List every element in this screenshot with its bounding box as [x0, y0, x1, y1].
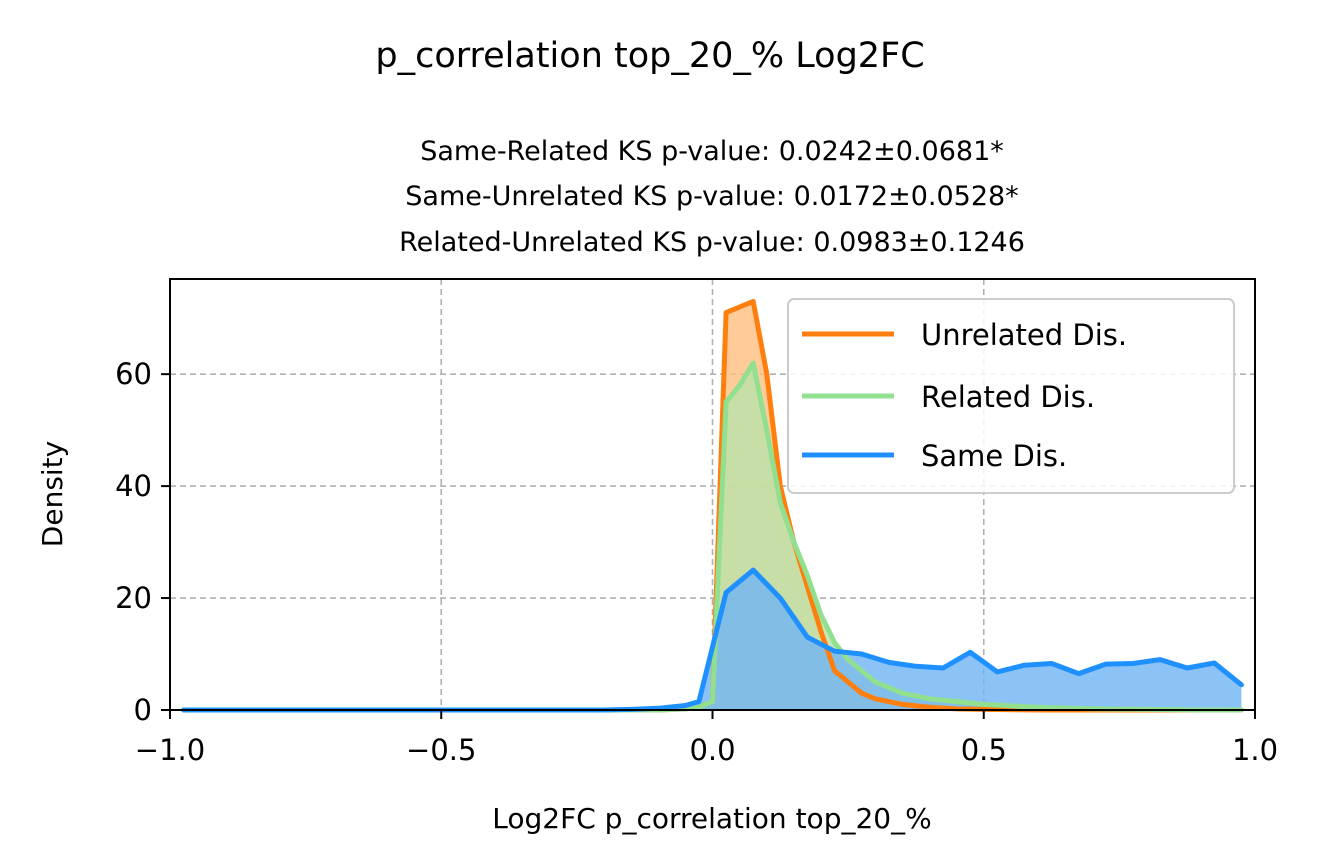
- y-axis-label: Density: [36, 441, 69, 547]
- y-tick-label-1: 20: [115, 581, 152, 615]
- x-tick-label-1: −0.5: [406, 733, 476, 767]
- y-tick-label-3: 60: [115, 357, 152, 391]
- x-axis-label: Log2FC p_correlation top_20_%: [492, 802, 931, 835]
- x-tick-label-2: 0.0: [689, 733, 735, 767]
- x-tick-label-3: 0.5: [961, 733, 1007, 767]
- x-tick-label-4: 1.0: [1232, 733, 1278, 767]
- x-tick-label-0: −1.0: [135, 733, 205, 767]
- legend-label-related: Related Dis.: [921, 380, 1095, 414]
- title-line-2: Same-Unrelated KS p-value: 0.0172±0.0528…: [405, 181, 1018, 212]
- legend-label-unrelated: Unrelated Dis.: [921, 318, 1127, 352]
- line-same-dis: [181, 567, 1244, 713]
- title-line-1: Same-Related KS p-value: 0.0242±0.0681*: [420, 136, 1004, 167]
- legend-label-same: Same Dis.: [921, 439, 1067, 473]
- chart-title: Same-Related KS p-value: 0.0242±0.0681* …: [399, 136, 1025, 258]
- y-tick-label-2: 40: [115, 469, 152, 503]
- legend: Unrelated Dis. Related Dis. Same Dis.: [787, 298, 1235, 494]
- line-related-dis: [181, 360, 1244, 713]
- y-tick-label-0: 0: [134, 693, 152, 727]
- legend-box: [787, 298, 1235, 494]
- area-same-dis: [183, 570, 1242, 710]
- title-line-3: Related-Unrelated KS p-value: 0.0983±0.1…: [399, 227, 1025, 258]
- density-areas: [183, 301, 1242, 710]
- chart-suptitle: p_correlation top_20_% Log2FC: [375, 36, 924, 76]
- axis-ticks: −1.0 −0.5 0.0 0.5 1.0 0 20 40 60: [115, 357, 1278, 767]
